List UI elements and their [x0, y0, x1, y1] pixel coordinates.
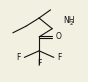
Text: 2: 2 [70, 21, 73, 26]
Text: O: O [55, 32, 61, 41]
Text: F: F [17, 53, 21, 62]
Text: F: F [57, 53, 62, 62]
Text: F: F [37, 59, 41, 68]
Text: NH: NH [63, 16, 74, 25]
